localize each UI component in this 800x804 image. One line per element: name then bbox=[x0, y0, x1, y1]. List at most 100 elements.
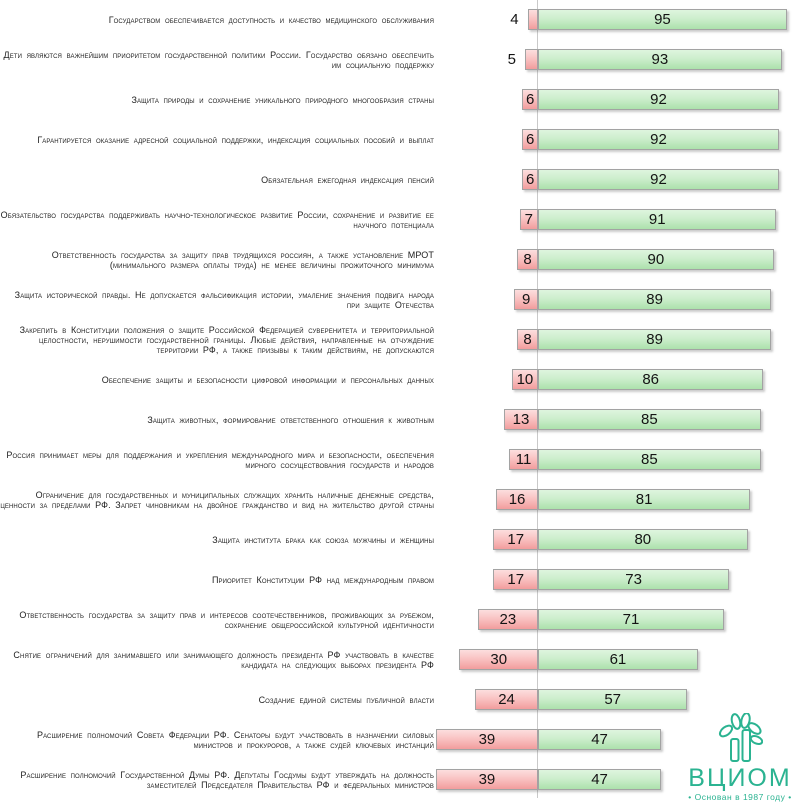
support-value: 92 bbox=[650, 171, 667, 188]
statement-label: Защита исторической правды. Не допускает… bbox=[14, 290, 434, 310]
support-value: 85 bbox=[641, 411, 658, 428]
support-value: 81 bbox=[635, 491, 653, 508]
statement-label: Ответственность государства за защиту пр… bbox=[51, 250, 434, 270]
support-value: 47 bbox=[591, 771, 608, 788]
against-bar: 13 bbox=[503, 409, 538, 430]
statement-label: Обязательство государства поддерживать н… bbox=[0, 210, 434, 230]
support-bar: 85 bbox=[538, 409, 761, 430]
statement-label: Дети являются важнейшим приоритетом госу… bbox=[3, 50, 434, 70]
against-bar: 6 bbox=[522, 129, 538, 150]
table-row: Защита института брака как союза мужчины… bbox=[0, 520, 800, 560]
against-bar: 11 bbox=[509, 449, 538, 470]
table-row: Закрепить в Конституции положения о защи… bbox=[0, 320, 800, 360]
support-value: 71 bbox=[622, 611, 640, 628]
support-value: 80 bbox=[634, 531, 652, 548]
against-bar bbox=[524, 49, 538, 70]
against-value: 6 bbox=[525, 171, 535, 188]
statement-label: Обеспечение защиты и безопасности цифров… bbox=[101, 375, 434, 385]
against-bar: 6 bbox=[522, 89, 538, 110]
against-value: 10 bbox=[516, 371, 534, 388]
against-value: 17 bbox=[507, 531, 525, 548]
table-row: Ограничение для государственных и муници… bbox=[0, 480, 800, 520]
table-row: Защита природы и сохранение уникального … bbox=[0, 80, 800, 120]
support-value: 73 bbox=[625, 571, 642, 588]
statement-label: Обязательная ежегодная индексация пенсий bbox=[261, 175, 434, 185]
against-bar: 17 bbox=[493, 529, 538, 550]
support-bar: 81 bbox=[538, 489, 751, 510]
table-row: Приоритет Конституции РФ над международн… bbox=[0, 560, 800, 600]
support-value: 85 bbox=[641, 451, 658, 468]
against-value: 8 bbox=[523, 251, 532, 268]
support-value: 47 bbox=[591, 731, 608, 748]
support-bar: 80 bbox=[538, 529, 748, 550]
statement-label: Государством обеспечивается доступность … bbox=[108, 15, 434, 25]
against-value: 6 bbox=[525, 91, 535, 108]
against-value: 39 bbox=[478, 731, 496, 748]
table-row: Создание единой системы публичной власти… bbox=[0, 680, 800, 720]
statement-label: Приоритет Конституции РФ над международн… bbox=[211, 575, 434, 585]
statement-label: Расширение полномочий Совета Федерации Р… bbox=[36, 730, 434, 750]
against-value: 13 bbox=[512, 411, 530, 428]
against-bar: 6 bbox=[522, 169, 538, 190]
table-row: Государством обеспечивается доступность … bbox=[0, 0, 800, 40]
table-row: Расширение полномочий Совета Федерации Р… bbox=[0, 720, 800, 760]
table-row: Ответственность государства за защиту пр… bbox=[0, 240, 800, 280]
table-row: Расширение полномочий Государственной Ду… bbox=[0, 760, 800, 800]
support-value: 92 bbox=[650, 131, 667, 148]
support-bar: 89 bbox=[538, 329, 772, 350]
against-bar: 30 bbox=[459, 649, 538, 670]
support-bar: 92 bbox=[538, 89, 780, 110]
support-value: 61 bbox=[609, 651, 627, 668]
support-value: 90 bbox=[647, 251, 665, 268]
statement-label: Ограничение для государственных и муници… bbox=[0, 490, 434, 510]
against-bar bbox=[527, 9, 538, 30]
statement-label: Ответственность государства за защиту пр… bbox=[19, 610, 434, 630]
against-value: 23 bbox=[499, 611, 517, 628]
support-bar: 89 bbox=[538, 289, 772, 310]
support-bar: 73 bbox=[538, 569, 730, 590]
against-bar: 39 bbox=[435, 729, 538, 750]
table-row: Россия принимает меры для поддержания и … bbox=[0, 440, 800, 480]
against-bar: 24 bbox=[475, 689, 538, 710]
against-value: 5 bbox=[507, 51, 516, 68]
against-value: 30 bbox=[490, 651, 508, 668]
support-bar: 47 bbox=[538, 769, 662, 790]
against-bar: 9 bbox=[514, 289, 538, 310]
support-value: 91 bbox=[648, 211, 666, 228]
support-value: 86 bbox=[642, 371, 659, 388]
against-bar: 16 bbox=[496, 489, 538, 510]
support-bar: 61 bbox=[538, 649, 698, 670]
support-bar: 71 bbox=[538, 609, 725, 630]
statement-label: Закрепить в Конституции положения о защи… bbox=[19, 325, 434, 355]
against-value: 9 bbox=[522, 291, 531, 308]
table-row: Обязательная ежегодная индексация пенсий… bbox=[0, 160, 800, 200]
statement-label: Защита природы и сохранение уникального … bbox=[131, 95, 434, 105]
against-value: 24 bbox=[498, 691, 515, 708]
against-value: 11 bbox=[515, 451, 532, 468]
support-bar: 47 bbox=[538, 729, 662, 750]
against-bar: 23 bbox=[477, 609, 538, 630]
vciom-logo: ВЦИОМ • Основан в 1987 году • bbox=[681, 713, 799, 802]
against-bar: 17 bbox=[493, 569, 538, 590]
against-value: 6 bbox=[525, 131, 535, 148]
against-bar: 10 bbox=[511, 369, 538, 390]
support-bar: 90 bbox=[538, 249, 774, 270]
support-bar: 57 bbox=[538, 689, 688, 710]
support-bar: 93 bbox=[538, 49, 782, 70]
table-row: Защита исторической правды. Не допускает… bbox=[0, 280, 800, 320]
against-value: 7 bbox=[524, 211, 533, 228]
support-value: 92 bbox=[650, 91, 667, 108]
against-value: 39 bbox=[478, 771, 496, 788]
support-value: 89 bbox=[646, 331, 663, 348]
against-bar: 39 bbox=[435, 769, 538, 790]
against-value: 8 bbox=[523, 331, 532, 348]
support-value: 93 bbox=[651, 51, 669, 68]
against-value: 17 bbox=[507, 571, 525, 588]
table-row: Защита животных, формирование ответствен… bbox=[0, 400, 800, 440]
support-value: 57 bbox=[604, 691, 621, 708]
statement-label: Защита животных, формирование ответствен… bbox=[147, 415, 434, 425]
support-bar: 91 bbox=[538, 209, 777, 230]
support-value: 89 bbox=[646, 291, 663, 308]
support-bar: 95 bbox=[538, 9, 787, 30]
